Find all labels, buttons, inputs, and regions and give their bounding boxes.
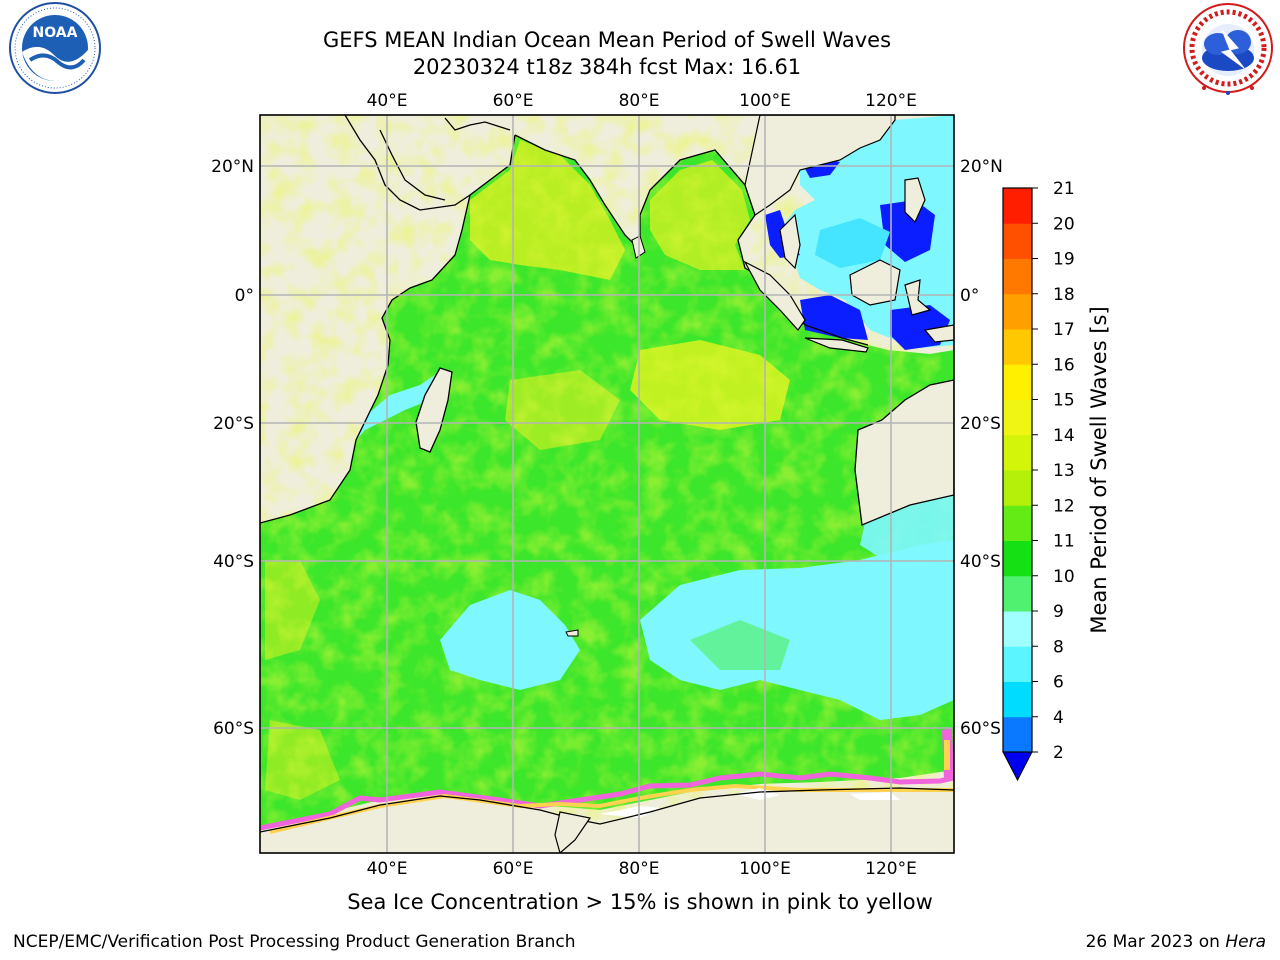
map-axis-labels: 40°E 60°E 80°E 100°E 120°E 40°E 60°E 80°… xyxy=(211,91,1003,879)
lon-label-top: 40°E xyxy=(367,91,408,111)
lat-label-left: 20°N xyxy=(211,157,254,177)
lon-label-top: 80°E xyxy=(619,91,660,111)
colorbar: 2 4 6 8 9 10 11 12 13 14 15 16 17 18 19 20 21 Mean Perio… xyxy=(1002,179,1111,782)
chart-subtitle: 20230324 t18z 384h fcst Max: 16.61 xyxy=(412,55,802,79)
colorbar-tick-label: 15 xyxy=(1053,391,1075,411)
colorbar-tick-label: 10 xyxy=(1053,567,1075,587)
footer-credit: NCEP/EMC/Verification Post Processing Pr… xyxy=(13,932,576,952)
colorbar-title: Mean Period of Swell Waves [s] xyxy=(1087,306,1111,633)
colorbar-segment xyxy=(1003,646,1032,682)
colorbar-tick-label: 18 xyxy=(1053,285,1075,305)
colorbar-tick-label: 11 xyxy=(1053,532,1075,552)
lon-label-bottom: 40°E xyxy=(367,859,408,879)
colorbar-tick-label: 9 xyxy=(1053,602,1064,622)
colorbar-segment xyxy=(1003,258,1032,295)
colorbar-boxes xyxy=(1003,188,1032,753)
colorbar-tick-label: 19 xyxy=(1053,250,1075,270)
footer-date: 26 Mar 2023 on Hera xyxy=(1086,932,1266,952)
colorbar-tick-label: 16 xyxy=(1053,355,1075,375)
colorbar-tick-labels: 2 4 6 8 9 10 11 12 13 14 15 16 17 18 19 20 21 xyxy=(1032,179,1075,763)
colorbar-segment xyxy=(1003,716,1032,753)
colorbar-segment xyxy=(1003,223,1032,259)
colorbar-segment xyxy=(1003,540,1032,577)
lon-label-top: 60°E xyxy=(493,91,534,111)
lat-label-left: 20°S xyxy=(213,414,254,434)
graticule xyxy=(260,115,954,853)
lat-label-left: 40°S xyxy=(213,552,254,572)
colorbar-segment xyxy=(1003,188,1032,224)
lon-label-top: 120°E xyxy=(865,91,917,111)
lat-label-right: 20°N xyxy=(960,157,1003,177)
lat-label-left: 0° xyxy=(235,286,254,306)
map-area xyxy=(260,115,954,853)
colorbar-segment xyxy=(1003,505,1032,541)
colorbar-tick-label: 8 xyxy=(1053,637,1064,657)
footer-machine: Hera xyxy=(1225,932,1266,952)
lat-label-right: 20°S xyxy=(960,414,1001,434)
nws-logo xyxy=(1183,3,1273,95)
colorbar-tick-label: 6 xyxy=(1053,673,1064,693)
sea-ice-fringe xyxy=(260,771,954,831)
colorbar-tick-label: 12 xyxy=(1053,496,1075,516)
colorbar-segment xyxy=(1003,575,1032,612)
colorbar-tick-label: 14 xyxy=(1053,426,1075,446)
noaa-logo: NOAA xyxy=(9,2,101,94)
ocean-cyan-south xyxy=(440,590,580,690)
colorbar-segment xyxy=(1003,681,1032,718)
colorbar-tick-label: 13 xyxy=(1053,461,1075,481)
lon-label-bottom: 80°E xyxy=(619,859,660,879)
colorbar-tick-label: 20 xyxy=(1053,214,1075,234)
lon-label-bottom: 120°E xyxy=(865,859,917,879)
colorbar-tick-label: 21 xyxy=(1053,179,1075,199)
madagascar xyxy=(415,367,453,453)
lat-label-left: 60°S xyxy=(213,719,254,739)
lat-label-right: 60°S xyxy=(960,719,1001,739)
sea-ice-note: Sea Ice Concentration > 15% is shown in … xyxy=(347,890,933,914)
colorbar-segment xyxy=(1003,293,1032,330)
lon-label-bottom: 100°E xyxy=(739,859,791,879)
colorbar-tick-label: 17 xyxy=(1053,320,1075,340)
antarctica-land xyxy=(260,788,954,853)
colorbar-segment xyxy=(1003,329,1032,365)
colorbar-extend-arrow xyxy=(1002,751,1033,782)
colorbar-segment xyxy=(1003,434,1032,471)
colorbar-segment xyxy=(1003,611,1032,647)
chart-title: GEFS MEAN Indian Ocean Mean Period of Sw… xyxy=(322,28,892,52)
lat-label-right: 0° xyxy=(960,286,979,306)
australia xyxy=(854,379,954,526)
colorbar-segment xyxy=(1003,399,1032,436)
map-frame xyxy=(259,114,955,854)
colorbar-segment xyxy=(1003,470,1032,506)
lon-label-top: 100°E xyxy=(739,91,791,111)
noaa-logo-text: NOAA xyxy=(33,25,78,41)
colorbar-segment xyxy=(1003,364,1032,400)
footer-date-text: 26 Mar 2023 on xyxy=(1085,932,1220,952)
lat-label-right: 40°S xyxy=(960,552,1001,572)
colorbar-tick-label: 4 xyxy=(1053,708,1064,728)
lon-label-bottom: 60°E xyxy=(493,859,534,879)
colorbar-tick-label: 2 xyxy=(1053,743,1064,763)
